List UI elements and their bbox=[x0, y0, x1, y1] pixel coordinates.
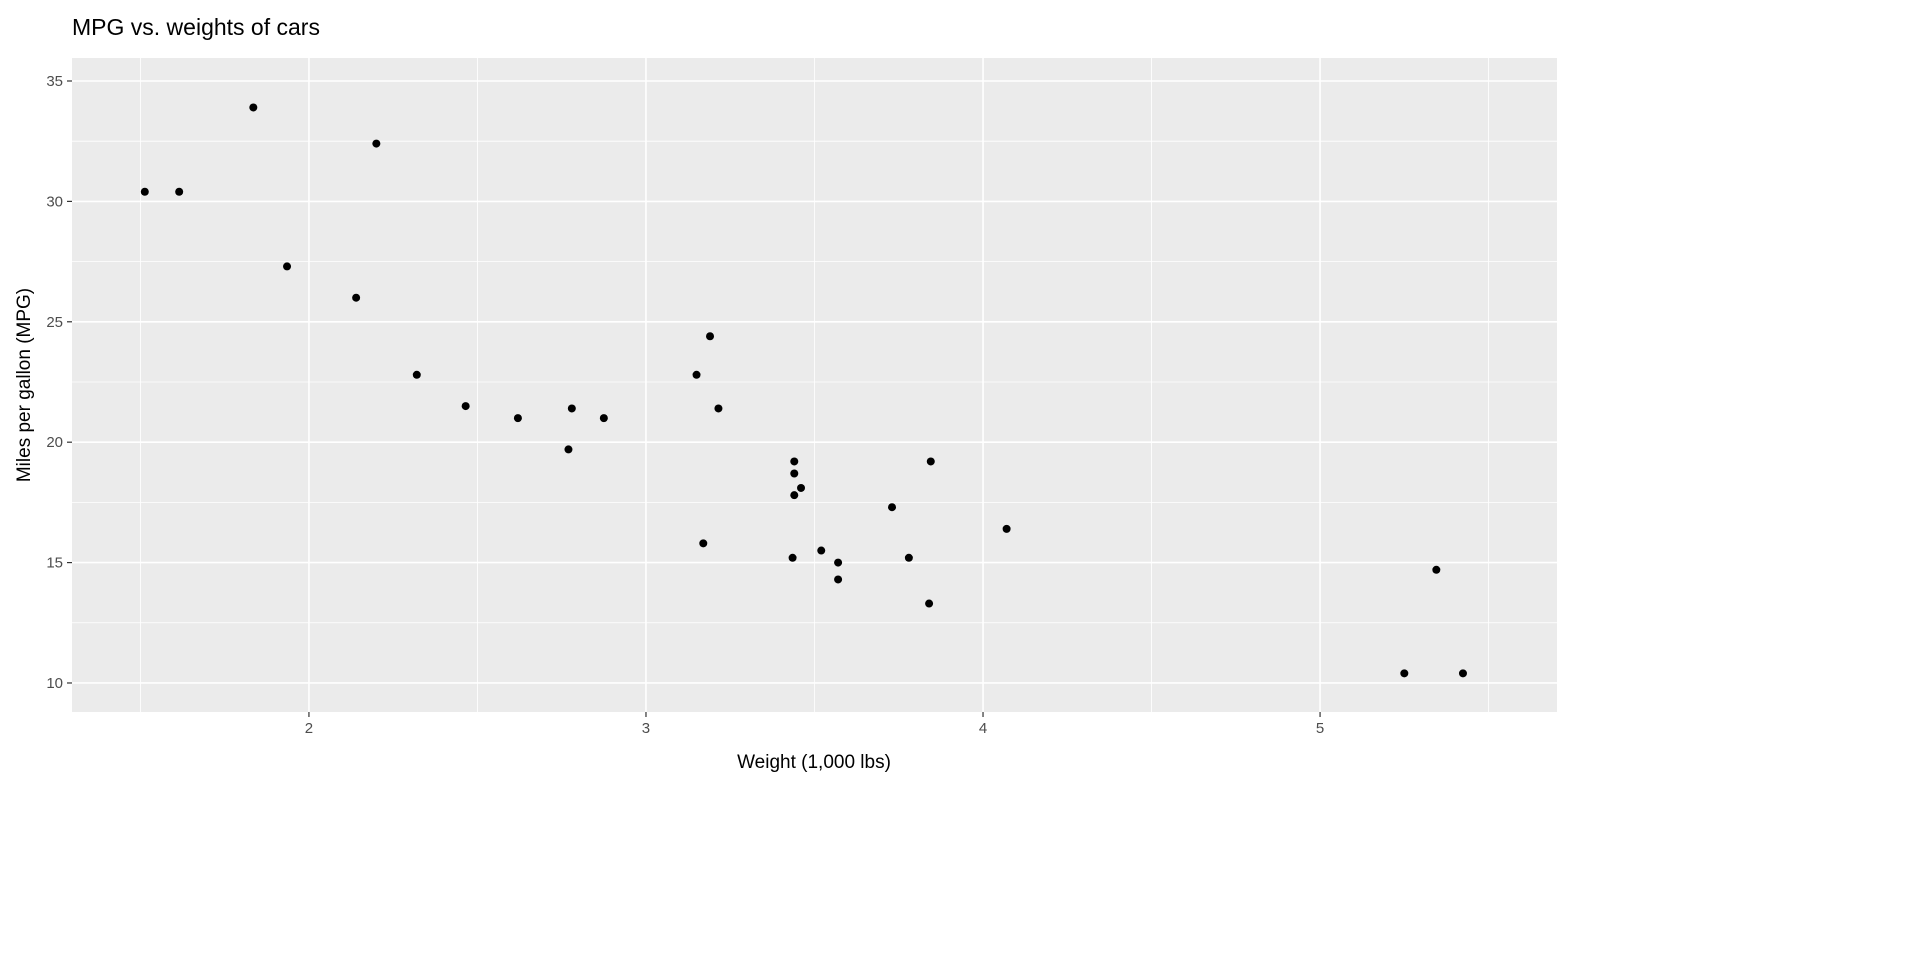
data-point bbox=[692, 370, 701, 379]
data-point bbox=[797, 483, 806, 492]
data-point bbox=[926, 457, 935, 466]
data-point bbox=[567, 404, 576, 413]
data-point bbox=[412, 370, 421, 379]
y-tick-label: 10 bbox=[46, 675, 63, 692]
data-point bbox=[352, 293, 361, 302]
data-point bbox=[372, 139, 381, 148]
data-point bbox=[1002, 524, 1011, 533]
data-point bbox=[175, 187, 184, 196]
x-tick-label: 2 bbox=[305, 720, 313, 737]
data-point bbox=[1400, 669, 1409, 678]
data-point bbox=[599, 414, 608, 423]
data-point bbox=[790, 457, 799, 466]
data-point bbox=[925, 599, 934, 608]
data-point bbox=[714, 404, 723, 413]
data-point bbox=[834, 575, 843, 584]
data-point bbox=[788, 553, 797, 562]
y-tick-label: 20 bbox=[46, 434, 63, 451]
data-point bbox=[283, 262, 292, 271]
data-point bbox=[249, 103, 258, 112]
data-point bbox=[706, 332, 715, 341]
x-tick-label: 4 bbox=[979, 720, 987, 737]
y-tick-label: 25 bbox=[46, 314, 63, 331]
y-tick-label: 30 bbox=[46, 193, 63, 210]
data-point bbox=[790, 469, 799, 478]
x-tick-label: 5 bbox=[1316, 720, 1324, 737]
data-point bbox=[1458, 669, 1467, 678]
y-axis-title: Miles per gallon (MPG) bbox=[14, 288, 35, 482]
x-tick-label: 3 bbox=[642, 720, 650, 737]
data-point bbox=[790, 491, 799, 500]
data-point bbox=[564, 445, 573, 454]
data-point bbox=[834, 558, 843, 567]
data-point bbox=[1432, 565, 1441, 574]
y-tick-label: 15 bbox=[46, 555, 63, 572]
chart-title: MPG vs. weights of cars bbox=[72, 14, 320, 40]
x-axis-title: Weight (1,000 lbs) bbox=[737, 752, 891, 773]
data-point bbox=[817, 546, 826, 555]
data-point bbox=[461, 402, 470, 411]
y-tick-label: 35 bbox=[46, 73, 63, 90]
data-point bbox=[513, 414, 522, 423]
data-point bbox=[888, 503, 897, 512]
data-point bbox=[904, 553, 913, 562]
data-point bbox=[699, 539, 708, 548]
data-point bbox=[140, 187, 149, 196]
